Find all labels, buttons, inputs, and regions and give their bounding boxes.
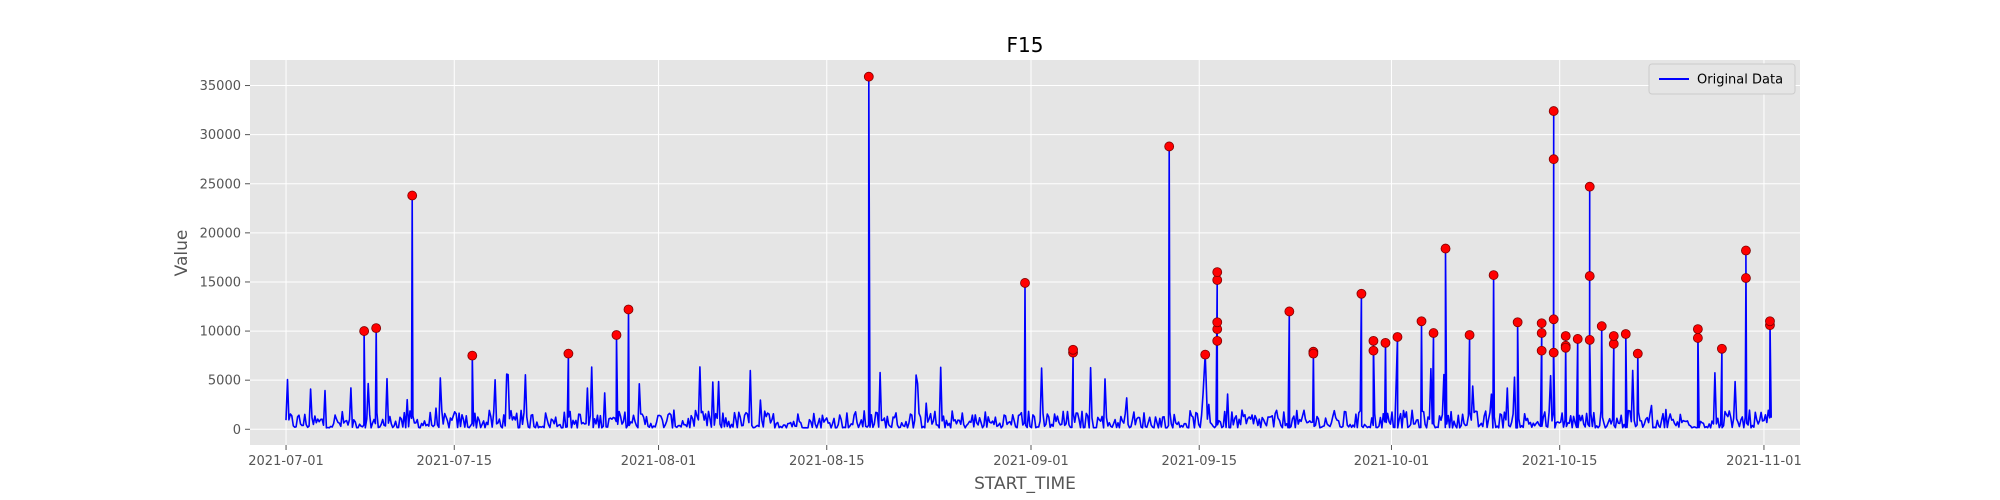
- peak-marker: [1620, 329, 1631, 339]
- peak-marker: [1692, 324, 1703, 335]
- peak-marker: [1020, 278, 1030, 288]
- peak-marker: [623, 304, 634, 315]
- y-tick-label: 10000: [200, 325, 241, 340]
- peak-marker: [1164, 141, 1175, 152]
- y-tick-label: 15000: [200, 275, 241, 290]
- peak-marker: [1368, 345, 1379, 356]
- y-tick-label: 35000: [200, 79, 241, 94]
- peak-marker: [1608, 331, 1619, 341]
- series-layer: [285, 75, 1772, 429]
- peak-markers: [359, 71, 1775, 361]
- peak-marker: [1716, 343, 1727, 354]
- peak-marker: [1284, 306, 1295, 317]
- y-tick-label: 25000: [200, 177, 241, 192]
- peak-marker: [1440, 243, 1451, 254]
- peak-marker: [1548, 106, 1559, 116]
- chart-title: F15: [1007, 33, 1044, 57]
- peak-marker: [1212, 267, 1223, 278]
- peak-marker: [1068, 344, 1078, 355]
- y-axis: 0 5000 10000 15000 20000 25000 30000 35000: [200, 79, 250, 438]
- peak-marker: [1392, 332, 1403, 342]
- peak-marker: [1584, 271, 1595, 281]
- y-axis-title: Value: [172, 230, 192, 277]
- x-tick-label: 2021-08-01: [621, 454, 697, 469]
- peak-marker: [1632, 348, 1643, 359]
- peak-marker: [1356, 288, 1367, 299]
- y-tick-label: 5000: [208, 374, 241, 389]
- peak-marker: [1741, 273, 1751, 283]
- legend: Original Data: [1648, 63, 1796, 95]
- x-axis-title: START_TIME: [974, 474, 1076, 494]
- peak-marker: [1560, 342, 1571, 353]
- x-tick-label: 2021-09-15: [1161, 454, 1237, 469]
- peak-marker: [1212, 335, 1223, 346]
- y-tick-label: 20000: [200, 226, 241, 241]
- peak-marker: [359, 326, 370, 336]
- peak-marker: [1548, 314, 1559, 325]
- peak-marker: [1428, 328, 1439, 338]
- peak-marker: [1536, 345, 1547, 356]
- peak-marker: [1584, 335, 1595, 345]
- y-tick-label: 30000: [200, 128, 241, 143]
- peak-marker: [1596, 321, 1607, 332]
- peak-marker: [863, 71, 874, 82]
- peak-marker: [1536, 328, 1547, 338]
- peak-marker: [563, 348, 574, 359]
- peak-marker: [1380, 337, 1391, 348]
- peak-marker: [1765, 316, 1775, 327]
- x-tick-label: 2021-09-01: [993, 454, 1069, 469]
- x-tick-label: 2021-08-15: [789, 454, 865, 469]
- peak-marker: [371, 323, 382, 334]
- peak-marker: [1572, 334, 1583, 344]
- x-tick-label: 2021-11-01: [1726, 454, 1802, 469]
- peak-marker: [407, 190, 418, 201]
- peak-marker: [1548, 154, 1559, 165]
- series-line-original-data: [285, 75, 1772, 429]
- x-tick-label: 2021-10-01: [1354, 454, 1430, 469]
- peak-marker: [1416, 316, 1427, 327]
- y-tick-label: 0: [233, 423, 241, 438]
- peak-marker: [1212, 317, 1223, 328]
- x-tick-label: 2021-10-15: [1522, 454, 1598, 469]
- peak-marker: [467, 350, 478, 361]
- peak-marker: [1741, 245, 1751, 256]
- peak-marker: [1584, 181, 1595, 192]
- peak-marker: [1560, 331, 1571, 341]
- legend-box: [1648, 63, 1796, 95]
- peak-marker: [611, 330, 622, 340]
- peak-marker: [1536, 318, 1547, 329]
- x-tick-label: 2021-07-15: [416, 454, 492, 469]
- peak-marker: [1308, 348, 1319, 359]
- peak-marker: [1548, 347, 1559, 358]
- peak-marker: [1512, 317, 1523, 328]
- peak-marker: [1368, 335, 1379, 346]
- x-tick-label: 2021-07-01: [248, 454, 324, 469]
- peak-marker: [1464, 330, 1475, 340]
- legend-label: Original Data: [1697, 73, 1783, 88]
- peak-marker: [1488, 270, 1499, 280]
- gridlines: [250, 60, 1800, 445]
- peak-marker: [1200, 349, 1211, 360]
- x-axis: 2021-07-01 2021-07-15 2021-08-01 2021-08-15…: [248, 445, 1802, 469]
- peak-marker: [1692, 333, 1703, 343]
